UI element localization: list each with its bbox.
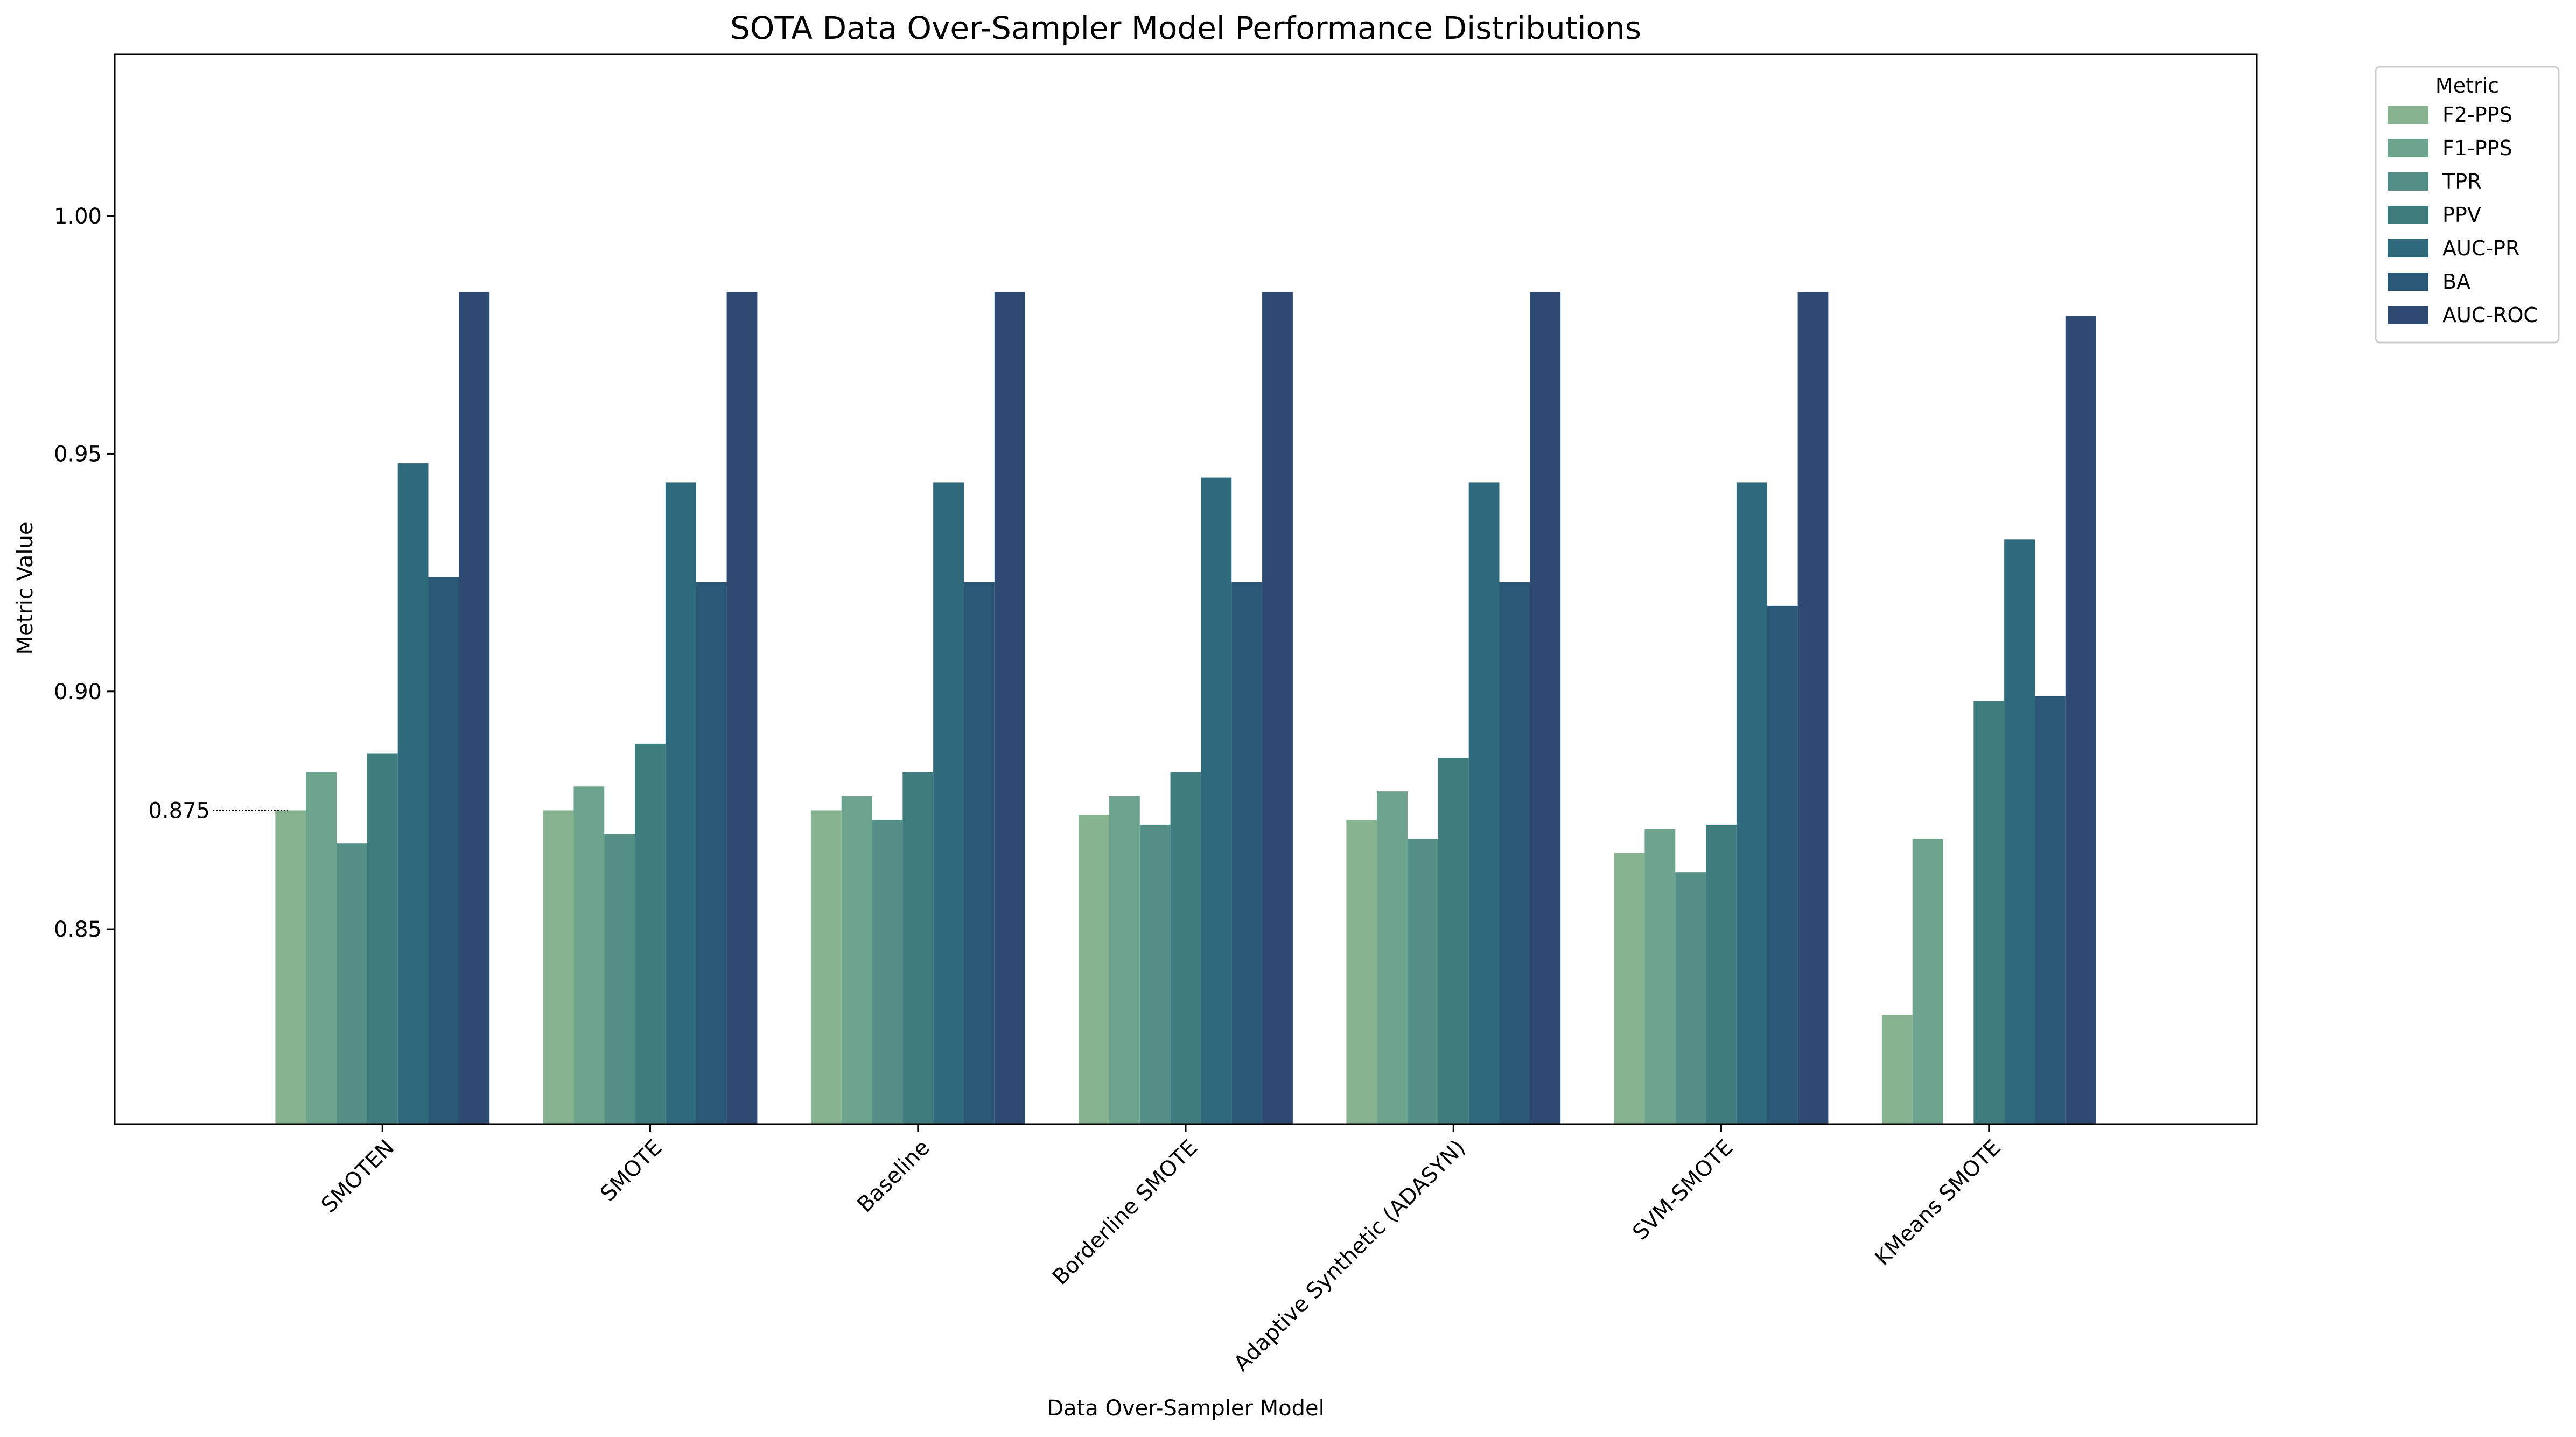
bar-f1-pps-1 bbox=[573, 786, 605, 1124]
bar-f2-pps-2 bbox=[810, 810, 842, 1124]
bar-ba-4 bbox=[1499, 582, 1530, 1124]
bar-tpr-1 bbox=[604, 834, 635, 1124]
bar-f2-pps-4 bbox=[1346, 820, 1377, 1124]
legend-label: F1-PPS bbox=[2442, 136, 2512, 160]
y-axis-label: Metric Value bbox=[13, 522, 38, 655]
legend-label: AUC-PR bbox=[2442, 236, 2519, 260]
bar-f2-pps-1 bbox=[543, 810, 574, 1124]
x-tick-label: SVM-SMOTE bbox=[1628, 1135, 1738, 1245]
bar-auc-pr-3 bbox=[1201, 477, 1232, 1124]
bar-ba-3 bbox=[1231, 582, 1263, 1124]
legend-swatch-4 bbox=[2388, 239, 2428, 257]
legend-swatch-0 bbox=[2388, 106, 2428, 124]
legend-swatch-3 bbox=[2388, 206, 2428, 224]
legend-label: PPV bbox=[2442, 203, 2481, 227]
x-tick-label: Adaptive Synthetic (ADASYN) bbox=[1229, 1135, 1471, 1377]
x-tick-label: SMOTEN bbox=[317, 1135, 399, 1218]
bar-ba-1 bbox=[696, 582, 727, 1124]
bar-ppv-3 bbox=[1170, 772, 1201, 1124]
bar-auc-pr-1 bbox=[665, 482, 696, 1124]
bar-auc-pr-5 bbox=[1736, 482, 1767, 1124]
annotation-label: 0.875 bbox=[148, 798, 210, 823]
bar-f2-pps-6 bbox=[1881, 1014, 1913, 1124]
bar-auc-roc-4 bbox=[1530, 292, 1561, 1124]
bar-ppv-4 bbox=[1438, 758, 1469, 1124]
x-tick-label: Baseline bbox=[852, 1135, 934, 1217]
bar-ppv-5 bbox=[1706, 824, 1737, 1124]
legend-label: F2-PPS bbox=[2442, 103, 2512, 127]
bar-ppv-1 bbox=[635, 743, 666, 1124]
bar-ba-6 bbox=[2034, 696, 2066, 1124]
bars bbox=[275, 292, 2096, 1124]
bar-ba-5 bbox=[1767, 605, 1798, 1124]
bar-f1-pps-5 bbox=[1644, 829, 1676, 1124]
bar-auc-roc-5 bbox=[1797, 292, 1829, 1124]
legend-label: TPR bbox=[2442, 170, 2482, 193]
x-tick-label: KMeans SMOTE bbox=[1870, 1135, 2006, 1271]
bar-f1-pps-6 bbox=[1912, 839, 1943, 1124]
chart-title: SOTA Data Over-Sampler Model Performance… bbox=[730, 10, 1641, 46]
bar-auc-roc-1 bbox=[726, 292, 758, 1124]
bar-ppv-6 bbox=[1973, 701, 2005, 1124]
x-tick-label: Borderline SMOTE bbox=[1048, 1135, 1202, 1290]
legend-swatch-6 bbox=[2388, 306, 2428, 324]
bar-tpr-3 bbox=[1139, 824, 1171, 1124]
y-tick-label: 0.95 bbox=[54, 442, 102, 466]
bar-auc-roc-6 bbox=[2065, 316, 2096, 1124]
bar-f1-pps-0 bbox=[306, 772, 337, 1124]
plot-area: SMOTEN SMOTE Baseline Borderline SMOTE Adapt… bbox=[54, 53, 2258, 1377]
bar-f2-pps-0 bbox=[275, 810, 306, 1124]
bar-tpr-2 bbox=[872, 820, 903, 1124]
y-tick-label: 0.90 bbox=[54, 680, 102, 704]
legend-label: BA bbox=[2442, 270, 2470, 294]
x-axis-label: Data Over-Sampler Model bbox=[1047, 1396, 1325, 1421]
bar-ppv-0 bbox=[367, 753, 398, 1124]
bar-auc-roc-0 bbox=[459, 292, 490, 1124]
bar-ba-0 bbox=[428, 577, 459, 1124]
bar-auc-pr-2 bbox=[933, 482, 964, 1124]
bar-f1-pps-2 bbox=[841, 796, 872, 1124]
legend-swatch-1 bbox=[2388, 139, 2428, 157]
y-tick-label: 0.85 bbox=[54, 917, 102, 942]
legend-swatch-5 bbox=[2388, 273, 2428, 291]
legend-swatch-2 bbox=[2388, 172, 2428, 191]
bar-auc-roc-3 bbox=[1262, 292, 1293, 1124]
x-tick-label: SMOTE bbox=[596, 1135, 667, 1206]
bar-auc-roc-2 bbox=[994, 292, 1025, 1124]
bar-tpr-4 bbox=[1408, 839, 1438, 1124]
bar-tpr-0 bbox=[337, 843, 367, 1124]
bar-auc-pr-4 bbox=[1468, 482, 1500, 1124]
bar-f1-pps-4 bbox=[1377, 791, 1408, 1124]
bar-f2-pps-3 bbox=[1079, 815, 1109, 1124]
y-tick-label: 1.00 bbox=[54, 204, 102, 229]
bar-tpr-5 bbox=[1675, 872, 1706, 1124]
bar-auc-pr-0 bbox=[397, 463, 429, 1124]
bar-ba-2 bbox=[963, 582, 995, 1124]
bar-ppv-2 bbox=[902, 772, 934, 1124]
legend: Metric F2-PPS F1-PPS TPR PPV AUC-PR BA AUC-ROC bbox=[2375, 66, 2560, 344]
bar-f1-pps-3 bbox=[1109, 796, 1140, 1124]
legend-title: Metric bbox=[2435, 74, 2499, 97]
bar-auc-pr-6 bbox=[2004, 539, 2035, 1124]
plot-frame bbox=[114, 53, 2258, 1125]
bar-f2-pps-5 bbox=[1614, 853, 1645, 1124]
legend-label: AUC-ROC bbox=[2442, 303, 2538, 327]
